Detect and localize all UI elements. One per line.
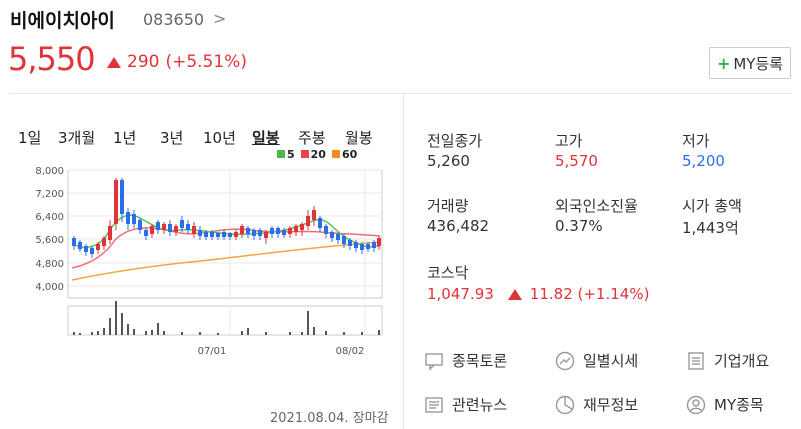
link-daily-price[interactable]: 일별시세: [555, 350, 638, 371]
stat-label-market-cap: 시가 총액: [682, 197, 742, 215]
chat-icon: [425, 352, 443, 371]
stat-value-foreign: 0.37%: [555, 217, 603, 235]
link-label: 기업개요: [714, 352, 770, 370]
y-tick: 4,800: [35, 259, 64, 270]
volume-bars: [73, 301, 380, 335]
list-icon: [688, 351, 704, 370]
tab-monthly[interactable]: 월봉: [345, 129, 373, 147]
tab-1d[interactable]: 1일: [18, 129, 42, 147]
stat-label-low: 저가: [682, 132, 710, 150]
link-label: MY종목: [714, 396, 764, 414]
trend-icon: [555, 351, 575, 370]
legend-ma20: 20: [300, 148, 326, 161]
legend-ma5: 5: [277, 148, 295, 161]
chevron-right-icon[interactable]: >: [213, 9, 227, 28]
link-discussion[interactable]: 종목토론: [424, 350, 507, 371]
market-close-date: 2021.08.04. 장마감: [270, 411, 389, 426]
y-tick: 8,000: [35, 166, 64, 177]
link-company-overview[interactable]: 기업개요: [686, 350, 769, 371]
up-triangle-icon: [507, 288, 522, 300]
ma60-line: [71, 241, 381, 281]
price-change: 290 (+5.51%): [107, 52, 247, 72]
my-register-label: MY등록: [733, 54, 784, 73]
kosdaq-label: 코스닥: [427, 264, 469, 282]
current-price: 5,550: [8, 40, 96, 78]
ma5-line: [71, 214, 381, 249]
link-label: 종목토론: [452, 352, 508, 370]
kosdaq-value: 1,047.93: [427, 285, 494, 303]
y-tick: 6,400: [35, 212, 64, 223]
candles: [72, 178, 381, 258]
change-amount: 290: [127, 52, 160, 72]
link-label: 재무정보: [583, 396, 639, 414]
y-tick: 4,000: [35, 282, 64, 293]
my-register-button[interactable]: + MY등록: [709, 47, 791, 79]
stat-label-high: 고가: [555, 132, 583, 150]
tab-weekly[interactable]: 주봉: [298, 129, 326, 147]
tab-3m[interactable]: 3개월: [58, 129, 96, 147]
tab-1y[interactable]: 1년: [113, 129, 137, 147]
pie-icon: [555, 395, 575, 414]
ma-legend: 5 20 60: [277, 148, 357, 161]
plus-icon: +: [716, 53, 731, 73]
y-tick: 5,600: [35, 235, 64, 246]
panel-divider: [403, 93, 404, 429]
news-icon: [425, 396, 443, 413]
link-label: 관련뉴스: [452, 396, 508, 414]
up-triangle-icon: [107, 56, 121, 68]
kosdaq-change: 11.82 (+1.14%): [529, 285, 650, 303]
kosdaq-row: 1,047.93 11.82 (+1.14%): [427, 285, 649, 303]
stat-value-prev-close: 5,260: [427, 152, 470, 170]
stat-label-prev-close: 전일종가: [427, 132, 483, 150]
user-icon: [686, 395, 706, 414]
tab-10y[interactable]: 10년: [203, 129, 236, 147]
stock-code[interactable]: 083650: [143, 10, 205, 29]
stock-name: 비에이치아이: [10, 10, 115, 32]
header-divider: [10, 93, 791, 94]
x-tick: 07/01: [198, 346, 227, 357]
period-tabs: 1일 3개월 1년 3년 10년 일봉 주봉 월봉: [0, 127, 400, 147]
stat-value-low: 5,200: [682, 152, 725, 170]
price-chart[interactable]: 8,000 7,200 6,400 5,600 4,800 4,000: [0, 160, 400, 360]
stat-value-market-cap: 1,443억: [682, 219, 739, 237]
stat-value-volume: 436,482: [427, 217, 490, 235]
stat-value-high: 5,570: [555, 152, 598, 170]
link-financials[interactable]: 재무정보: [555, 394, 638, 415]
link-news[interactable]: 관련뉴스: [424, 394, 507, 415]
change-percent: (+5.51%): [165, 52, 247, 72]
tab-daily[interactable]: 일봉: [252, 129, 280, 147]
link-my-stocks[interactable]: MY종목: [686, 394, 764, 415]
link-label: 일별시세: [583, 352, 639, 370]
x-tick: 08/02: [336, 346, 365, 357]
legend-ma60: 60: [331, 148, 357, 161]
stat-label-foreign: 외국인소진율: [555, 197, 638, 215]
tab-3y[interactable]: 3년: [160, 129, 184, 147]
y-tick: 7,200: [35, 189, 64, 200]
stat-label-volume: 거래량: [427, 197, 469, 215]
